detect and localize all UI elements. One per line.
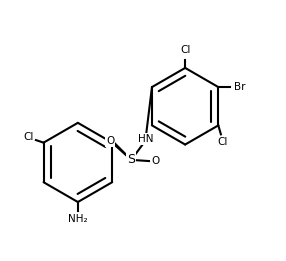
Text: Br: Br [234, 82, 246, 92]
Text: Cl: Cl [180, 45, 190, 55]
Text: Cl: Cl [217, 137, 227, 147]
Text: HN: HN [138, 134, 153, 144]
Text: O: O [151, 156, 159, 166]
Text: S: S [127, 153, 135, 166]
Text: NH₂: NH₂ [68, 213, 88, 224]
Text: Cl: Cl [23, 132, 33, 142]
Text: O: O [106, 136, 114, 146]
